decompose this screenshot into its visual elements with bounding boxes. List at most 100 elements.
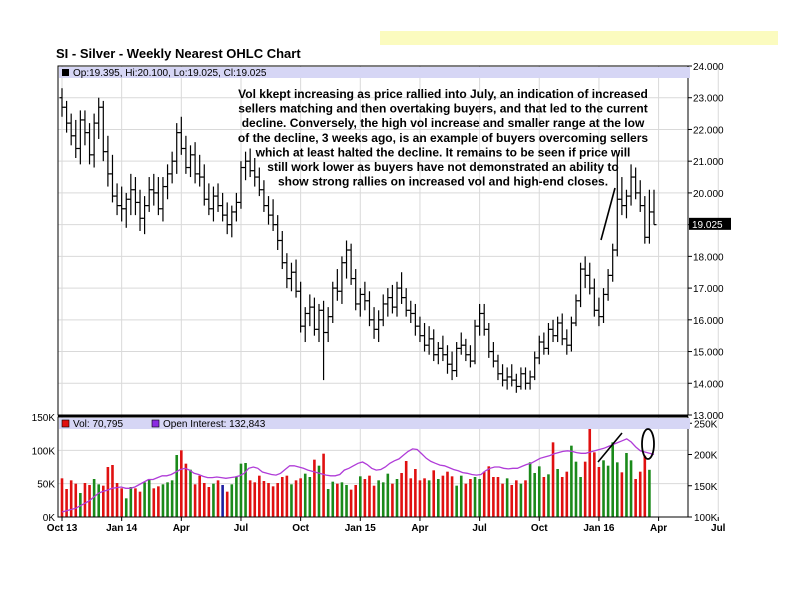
last-price-box (689, 217, 731, 230)
volume-bar (124, 498, 128, 517)
ohlc-bar (536, 335, 542, 365)
volume-legend-text: Vol: 70,795 (73, 419, 123, 430)
volume-bar (574, 461, 578, 517)
ohlc-bar (385, 288, 391, 317)
volume-bar (602, 460, 605, 517)
volume-bar (134, 488, 137, 517)
ohlc-bar (206, 183, 212, 216)
ohlc-bar (477, 303, 483, 336)
ohlc-bar (132, 177, 138, 216)
volume-bar (253, 482, 257, 517)
time-tick-label: Jul (234, 523, 249, 534)
volume-legend-swatch (61, 419, 70, 428)
volume-bar (533, 473, 536, 517)
ohlc-bar (399, 272, 405, 304)
oi-tick-label: 100K (694, 513, 718, 524)
ohlc-bar (619, 177, 625, 216)
volume-bar (473, 477, 477, 517)
ohlc-bar (362, 281, 368, 311)
ohlc-bar (545, 322, 551, 355)
volume-bar (157, 486, 160, 517)
volume-bar (83, 483, 87, 517)
volume-bar (147, 479, 151, 517)
volume-bar (510, 485, 514, 517)
price-legend-swatch (62, 69, 69, 76)
volume-bar (441, 475, 445, 517)
time-tick-label: Jul (472, 523, 487, 534)
ohlc-bar (165, 164, 171, 200)
price-bars (59, 88, 657, 393)
price-tick-label: 14.000 (693, 379, 724, 390)
volume-bar (437, 479, 440, 517)
ohlc-bar (197, 154, 203, 187)
volume-bar (313, 459, 316, 517)
volume-bar (184, 463, 188, 517)
ohlc-bar (389, 284, 395, 314)
time-tick-label: Oct 13 (47, 523, 78, 534)
ohlc-bar (513, 373, 519, 393)
volume-bar (611, 442, 614, 517)
volume-bar (336, 483, 339, 517)
ohlc-bar (123, 192, 129, 228)
volume-bar (198, 475, 201, 517)
volume-legend-strip (59, 418, 690, 429)
axes: 24.00023.00022.00021.00020.00019.00018.0… (32, 62, 731, 534)
volume-bar (450, 476, 454, 517)
last-price-label: 19.025 (692, 220, 723, 231)
legends: Op:19.395, Hi:20.100, Lo:19.025, Cl:19.0… (59, 67, 690, 430)
ohlc-bar (463, 338, 469, 362)
ohlc-bar (91, 113, 97, 168)
oi-legend-swatch (151, 419, 160, 428)
ohlc-bar (252, 158, 258, 187)
volume-bar (180, 450, 183, 517)
ohlc-bar (321, 300, 327, 381)
ohlc-bar (261, 180, 267, 212)
ohlc-bar (288, 262, 294, 292)
ohlc-bar (601, 288, 607, 323)
ohlc-bar (357, 288, 363, 317)
ohlc-bar (541, 332, 547, 355)
time-tick-label: Jan 15 (345, 523, 377, 534)
ohlc-bar (77, 110, 83, 165)
volume-bar (290, 484, 293, 517)
ohlc-bar (174, 123, 180, 174)
time-tick-label: Oct (292, 523, 309, 534)
volume-bar (303, 473, 307, 517)
ohlc-bar (651, 189, 657, 226)
ohlc-bar (142, 196, 148, 235)
volume-bar (258, 475, 261, 517)
annotation-line: Vol kkept increasing as price rallied in… (238, 87, 648, 101)
volume-bar (152, 488, 156, 517)
ohlc-bar (146, 177, 152, 212)
volume-bar (129, 487, 133, 517)
ohlc-bar (187, 145, 193, 178)
volume-bar (501, 483, 504, 517)
volume-bar (482, 471, 486, 517)
ohlc-bar (371, 307, 377, 339)
ohlc-bar (495, 354, 501, 381)
ohlc-bar (642, 196, 648, 244)
time-tick-label: Jan 14 (106, 523, 138, 534)
annotation-line: which at least halted the decline. It re… (255, 145, 631, 159)
ohlc-bar (233, 192, 239, 222)
volume-bar (537, 466, 541, 517)
volume-bar (221, 485, 224, 517)
ohlc-bar (449, 351, 455, 381)
volume-bar (248, 480, 252, 517)
ohlc-bar (573, 294, 579, 327)
time-tick-label: Apr (650, 523, 667, 534)
volume-tick-label: 50K (37, 480, 55, 491)
annotation-line: decline. Conversely, the high vol increa… (242, 116, 645, 130)
volume-bar (235, 477, 238, 517)
ohlc-bar (587, 262, 593, 295)
volume-bar (244, 463, 247, 517)
volume-bar (404, 461, 408, 517)
ohlc-bar (591, 278, 597, 317)
ohlc-bar (596, 297, 602, 327)
ohlc-bar (523, 367, 529, 390)
ohlc-bar (105, 135, 111, 187)
volume-bar (170, 480, 174, 517)
volume-bar (326, 489, 330, 517)
price-tick-label: 21.000 (693, 157, 724, 168)
